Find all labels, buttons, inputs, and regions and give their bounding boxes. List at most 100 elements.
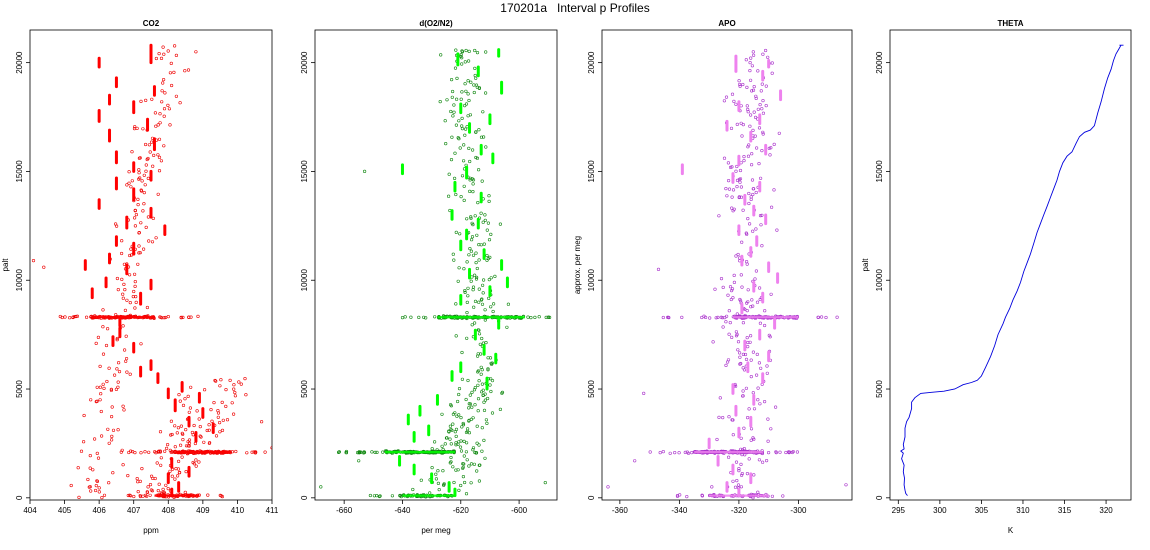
data-point bbox=[480, 382, 485, 386]
data-point bbox=[726, 293, 730, 297]
data-point bbox=[453, 66, 458, 70]
data-point bbox=[434, 472, 438, 476]
data-point bbox=[459, 53, 463, 57]
data-point bbox=[157, 155, 162, 159]
plot-area bbox=[31, 43, 272, 500]
data-point bbox=[741, 321, 746, 325]
data-point bbox=[128, 253, 132, 258]
data-point bbox=[473, 403, 477, 407]
data-point bbox=[473, 214, 477, 218]
data-point bbox=[127, 170, 131, 174]
x-tick-label: -340 bbox=[671, 506, 688, 515]
data-point bbox=[473, 66, 477, 70]
data-point bbox=[472, 388, 477, 392]
data-point bbox=[724, 187, 728, 191]
data-point bbox=[450, 135, 454, 139]
data-point bbox=[748, 124, 752, 128]
data-point bbox=[260, 420, 264, 424]
band-point bbox=[131, 450, 135, 454]
x-tick-label: 405 bbox=[58, 506, 72, 515]
data-point bbox=[172, 70, 176, 74]
data-point bbox=[214, 434, 219, 438]
data-point bbox=[736, 252, 740, 257]
data-point bbox=[157, 482, 161, 486]
data-point bbox=[481, 341, 486, 345]
band-point bbox=[147, 450, 151, 454]
data-point bbox=[474, 261, 478, 265]
data-point bbox=[89, 489, 93, 493]
data-point bbox=[741, 122, 745, 127]
data-point bbox=[489, 377, 493, 381]
data-point bbox=[476, 354, 480, 358]
data-point bbox=[219, 378, 223, 382]
data-point bbox=[738, 355, 742, 359]
data-point bbox=[151, 216, 155, 220]
data-point bbox=[115, 336, 119, 341]
data-point bbox=[177, 471, 181, 475]
data-point bbox=[136, 262, 140, 266]
data-point bbox=[220, 428, 225, 433]
data-point bbox=[441, 469, 445, 473]
data-point bbox=[116, 428, 120, 432]
data-point bbox=[754, 146, 759, 150]
data-point bbox=[187, 438, 192, 442]
data-point bbox=[727, 309, 731, 313]
data-point bbox=[148, 150, 152, 154]
data-point bbox=[749, 438, 753, 442]
data-point bbox=[107, 441, 111, 445]
data-point bbox=[768, 335, 772, 339]
data-point bbox=[452, 103, 456, 107]
data-point bbox=[132, 289, 136, 294]
data-point bbox=[730, 418, 734, 422]
data-point bbox=[94, 484, 98, 488]
data-point bbox=[138, 251, 142, 255]
data-point bbox=[760, 460, 765, 464]
data-point bbox=[465, 217, 469, 221]
data-point bbox=[452, 480, 456, 485]
x-tick-label: -360 bbox=[612, 506, 629, 515]
data-point bbox=[606, 485, 610, 489]
data-point bbox=[136, 197, 140, 201]
data-point bbox=[449, 442, 453, 446]
data-point bbox=[157, 169, 162, 173]
data-point bbox=[489, 276, 493, 280]
data-point bbox=[748, 113, 753, 117]
data-point bbox=[471, 182, 475, 186]
data-point bbox=[745, 416, 750, 420]
data-point bbox=[482, 438, 486, 443]
band-point bbox=[141, 494, 145, 498]
data-point bbox=[737, 467, 741, 471]
data-point bbox=[467, 49, 471, 54]
data-point bbox=[736, 483, 741, 487]
band-point bbox=[234, 449, 238, 454]
x-tick-label: 408 bbox=[162, 506, 176, 515]
data-point bbox=[498, 222, 503, 226]
data-point bbox=[411, 487, 415, 492]
data-point bbox=[97, 490, 101, 494]
data-point bbox=[754, 96, 758, 100]
data-point bbox=[452, 110, 456, 114]
data-point bbox=[464, 48, 468, 53]
data-point bbox=[754, 190, 758, 195]
data-point bbox=[445, 436, 449, 440]
band-point bbox=[158, 450, 162, 454]
data-point bbox=[467, 402, 471, 406]
data-point bbox=[745, 336, 749, 340]
data-point bbox=[737, 79, 741, 83]
x-tick-label: 411 bbox=[266, 506, 279, 515]
data-point bbox=[751, 192, 755, 197]
data-point bbox=[169, 433, 173, 437]
band-point bbox=[400, 316, 405, 320]
data-point bbox=[759, 366, 763, 370]
data-point bbox=[739, 462, 743, 467]
data-point bbox=[449, 158, 454, 162]
data-point bbox=[473, 273, 477, 277]
data-point bbox=[449, 427, 453, 432]
data-point bbox=[138, 176, 142, 180]
data-point bbox=[726, 455, 731, 459]
band-point bbox=[680, 315, 684, 320]
y-tick-label: 20000 bbox=[587, 51, 596, 74]
data-point bbox=[476, 369, 481, 373]
data-point bbox=[105, 379, 109, 384]
data-point bbox=[448, 437, 452, 441]
